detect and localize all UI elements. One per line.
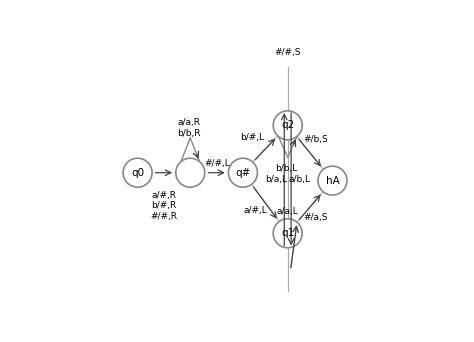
Circle shape	[273, 111, 302, 140]
Text: q1: q1	[281, 228, 294, 238]
Text: #/#,L: #/#,L	[204, 159, 230, 168]
Text: b/#,L: b/#,L	[240, 133, 264, 142]
Circle shape	[228, 158, 257, 187]
Text: #/a,S: #/a,S	[303, 213, 328, 222]
Text: b/a,L: b/a,L	[265, 175, 287, 184]
Text: b/b,L: b/b,L	[275, 164, 298, 173]
Text: q0: q0	[131, 168, 144, 178]
Text: a/b,L: a/b,L	[289, 175, 310, 184]
Text: #/b,S: #/b,S	[303, 135, 328, 144]
Text: hA: hA	[326, 175, 339, 186]
Text: q2: q2	[281, 120, 294, 130]
Text: a/a,R
b/b,R: a/a,R b/b,R	[177, 118, 201, 137]
Circle shape	[318, 166, 347, 195]
Text: #/#,S: #/#,S	[274, 48, 301, 57]
Text: a/a,L: a/a,L	[277, 207, 299, 216]
Text: q#: q#	[235, 168, 251, 178]
Circle shape	[123, 158, 152, 187]
Circle shape	[176, 158, 205, 187]
Circle shape	[273, 219, 302, 248]
Text: a/#,R
b/#,R
#/#,R: a/#,R b/#,R #/#,R	[150, 191, 177, 221]
Text: a/#,L: a/#,L	[243, 206, 267, 215]
